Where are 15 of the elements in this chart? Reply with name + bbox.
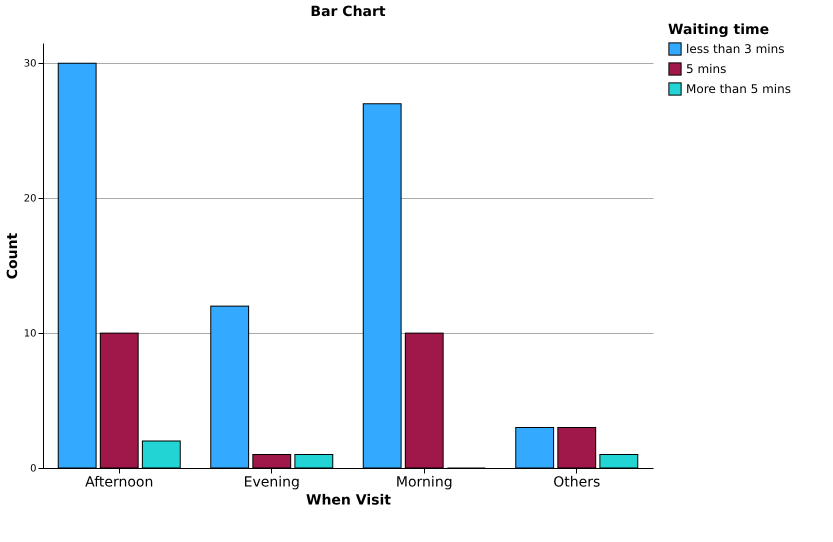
y-tick-label: 0 bbox=[30, 464, 36, 474]
x-tick-label: Afternoon bbox=[85, 474, 154, 490]
y-axis-title: Count bbox=[4, 232, 21, 280]
x-tick-label: Morning bbox=[396, 474, 453, 490]
legend-label: More than 5 mins bbox=[686, 82, 791, 96]
legend-title: Waiting time bbox=[668, 22, 770, 38]
y-tick-label: 20 bbox=[24, 194, 36, 205]
x-tick-label: Others bbox=[553, 474, 600, 490]
x-tick-label: Evening bbox=[244, 474, 300, 490]
y-tick-label: 10 bbox=[24, 328, 36, 340]
legend-label: 5 mins bbox=[686, 62, 726, 76]
y-tick-label: 30 bbox=[24, 58, 36, 70]
legend-label: less than 3 mins bbox=[686, 42, 784, 56]
chart-title: Bar Chart bbox=[310, 4, 386, 20]
x-axis-title: When Visit bbox=[306, 492, 392, 508]
